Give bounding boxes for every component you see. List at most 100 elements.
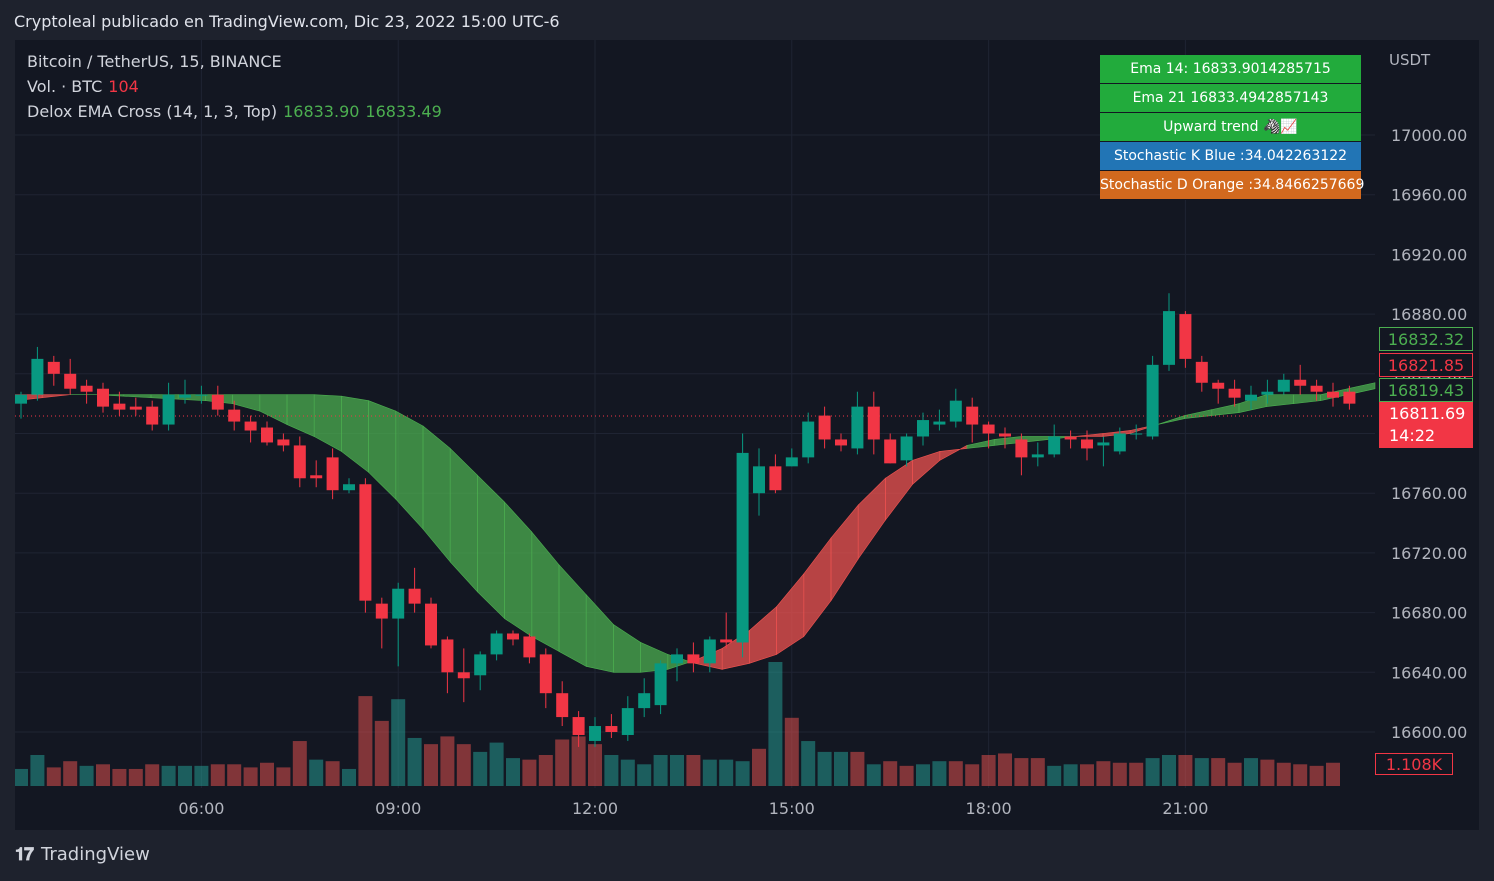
candle-body [1113, 433, 1126, 452]
tradingview-logo-icon: 𝟏𝟕 [15, 844, 34, 864]
volume-bar [899, 765, 914, 786]
candle-body [474, 654, 487, 676]
candle-body [523, 636, 536, 658]
ema14-price-text: 16832.32 [1387, 330, 1465, 349]
ema-ribbon-bull [613, 623, 641, 673]
publish-caption: Cryptoleal publicado en TradingView.com,… [14, 12, 560, 31]
ema-ribbon-bull [313, 394, 342, 452]
candlestick-chart[interactable]: USDT 16600.00 16640.00 16680.00 16720.00 1676… [15, 40, 1479, 830]
volume-bar [702, 759, 717, 786]
ema-ribbon-bull [477, 474, 505, 620]
candle-body [736, 452, 749, 643]
volume-bar [1244, 758, 1258, 786]
candle-body [1343, 391, 1356, 404]
ema-ribbon-bull [259, 394, 288, 426]
volume-bar [1063, 764, 1078, 786]
candle-body [195, 394, 208, 396]
ema-ribbon-bull [422, 425, 451, 563]
ema-cross-legend[interactable]: Delox EMA Cross (14, 1, 3, Top) 16833.90 1… [27, 102, 442, 121]
ema-mid-price-text: 16819.43 [1387, 381, 1465, 400]
volume-bar [522, 759, 537, 786]
candle-body [1327, 391, 1339, 398]
candle-body [621, 708, 634, 735]
candle-body [605, 726, 618, 732]
volume-bar [1047, 765, 1062, 786]
candle-body [15, 394, 27, 404]
info-table-row: Stochastic D Orange :34.8466257669 [1100, 171, 1364, 200]
candle-body [1294, 379, 1307, 386]
candle-body [408, 588, 421, 604]
candle-body [1163, 311, 1175, 365]
candle-body [441, 639, 454, 673]
candle-body [638, 693, 651, 709]
candle-body [146, 406, 159, 425]
candle-body [982, 424, 995, 434]
candle-body [1064, 436, 1077, 440]
ema21-price-text: 16821.85 [1387, 356, 1465, 375]
candle-body [425, 603, 437, 646]
volume-legend[interactable]: Vol. · BTC 104 [27, 77, 139, 96]
volume-bar [801, 741, 816, 786]
candle-body [572, 717, 585, 735]
candle-body [917, 420, 929, 437]
volume-bar [866, 764, 881, 786]
volume-bar [1211, 758, 1226, 786]
volume-bar [63, 761, 78, 786]
volume-bar [440, 736, 455, 786]
volume-bar [850, 751, 865, 786]
volume-tag-text: 1.108K [1385, 755, 1443, 774]
volume-bar [391, 699, 406, 786]
price-tick-label: 16960.00 [1391, 186, 1467, 205]
volume-bar [178, 765, 192, 786]
ema-cross-value-1: 16833.90 [283, 102, 360, 121]
candle-body [293, 445, 306, 479]
volume-bar [292, 741, 307, 786]
candle-body [1195, 361, 1208, 383]
candle-body [490, 633, 503, 655]
volume-bar [604, 755, 619, 786]
candle-body [1015, 439, 1028, 458]
candle-body [375, 603, 388, 619]
candle-body [310, 475, 323, 479]
volume-bar [1145, 758, 1160, 786]
candle-body [851, 406, 864, 449]
candle-body [507, 633, 519, 640]
tradingview-brand: TradingView [41, 844, 150, 865]
ema-ribbon-bull [395, 410, 424, 530]
ema-ribbon-bull [558, 564, 587, 667]
candle-body [949, 400, 962, 422]
candle-body [1179, 314, 1192, 359]
candle-body [1081, 439, 1093, 449]
candle-body [277, 439, 290, 446]
candle-body [47, 361, 60, 374]
volume-bar [538, 755, 553, 786]
volume-bar [374, 720, 389, 786]
volume-bar [653, 755, 668, 786]
tradingview-logo[interactable]: 𝟏𝟕 TradingView [15, 844, 150, 865]
volume-bar [768, 662, 783, 786]
candle-body [1130, 433, 1143, 435]
candle-body [359, 484, 372, 601]
ema-ribbon-bull [1184, 409, 1213, 419]
volume-bar [555, 739, 570, 786]
candle-body [64, 373, 77, 389]
chart-panel[interactable]: USDT 16600.00 16640.00 16680.00 16720.00 1676… [15, 40, 1479, 830]
candle-body [999, 433, 1011, 437]
candle-body [785, 457, 798, 467]
price-tick-label: 16720.00 [1391, 544, 1467, 563]
price-tick-label: 16920.00 [1391, 245, 1467, 264]
volume-bar [358, 696, 373, 786]
time-tick-label: 15:00 [769, 799, 815, 818]
time-tick-label: 06:00 [178, 799, 224, 818]
time-tick-label: 18:00 [966, 799, 1012, 818]
price-tick-label: 16680.00 [1391, 604, 1467, 623]
candle-body [753, 466, 765, 494]
volume-bar [1276, 762, 1291, 786]
candle-body [671, 654, 683, 664]
ema-ribbon-bear [776, 572, 805, 655]
volume-bar [719, 759, 734, 786]
ema-mid-price-tag: 16819.43 [1379, 378, 1473, 402]
volume-bar [473, 751, 488, 786]
ema14-price-tag: 16832.32 [1379, 327, 1473, 351]
symbol-legend[interactable]: Bitcoin / TetherUS, 15, BINANCE [27, 52, 282, 71]
